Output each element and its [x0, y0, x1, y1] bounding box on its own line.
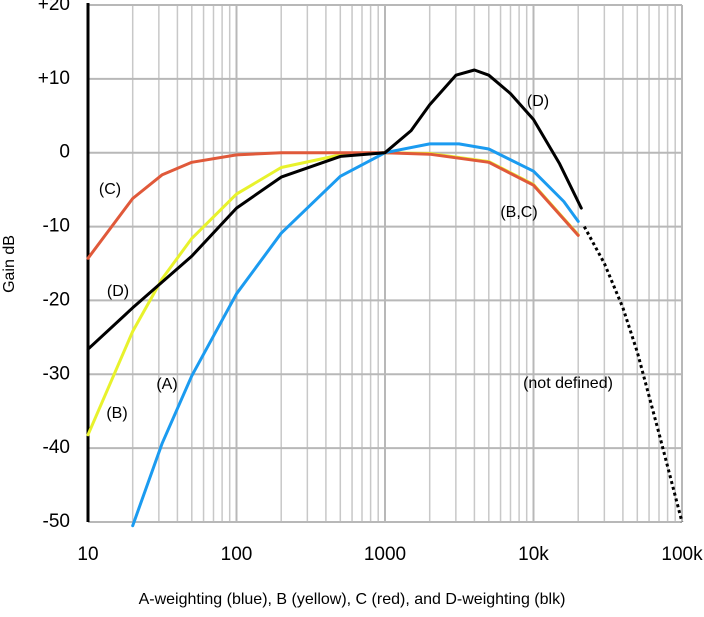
- x-tick-label: 1000: [364, 544, 406, 565]
- y-tick-label: -10: [43, 216, 70, 237]
- y-tick-label: +20: [38, 0, 70, 15]
- x-tick-label: 100: [221, 544, 253, 565]
- y-tick-label: 0: [59, 142, 70, 163]
- series-line: [131, 142, 580, 528]
- series-line: [86, 151, 580, 260]
- x-tick-label: 100k: [661, 544, 703, 565]
- x-tick-label: 10: [77, 544, 98, 565]
- y-tick-label: -50: [43, 511, 70, 532]
- x-axis-label: A-weighting (blue), B (yellow), C (red),…: [139, 591, 566, 608]
- annotation: (not defined): [523, 375, 613, 392]
- y-axis-label: Gain dB: [1, 235, 18, 293]
- y-tick-label: +10: [38, 68, 70, 89]
- annotation: (B,C): [500, 204, 537, 221]
- x-tick-label: 10k: [518, 544, 549, 565]
- y-tick-label: -40: [43, 437, 70, 458]
- annotation: (B): [106, 405, 127, 422]
- annotation: (D): [527, 93, 549, 110]
- y-tick-label: -20: [43, 289, 70, 310]
- y-tick-label: -30: [43, 363, 70, 384]
- series-line: [582, 225, 684, 523]
- series-line: [86, 68, 583, 351]
- annotation: (C): [99, 181, 121, 198]
- annotation: (D): [107, 283, 129, 300]
- annotation: (A): [156, 376, 177, 393]
